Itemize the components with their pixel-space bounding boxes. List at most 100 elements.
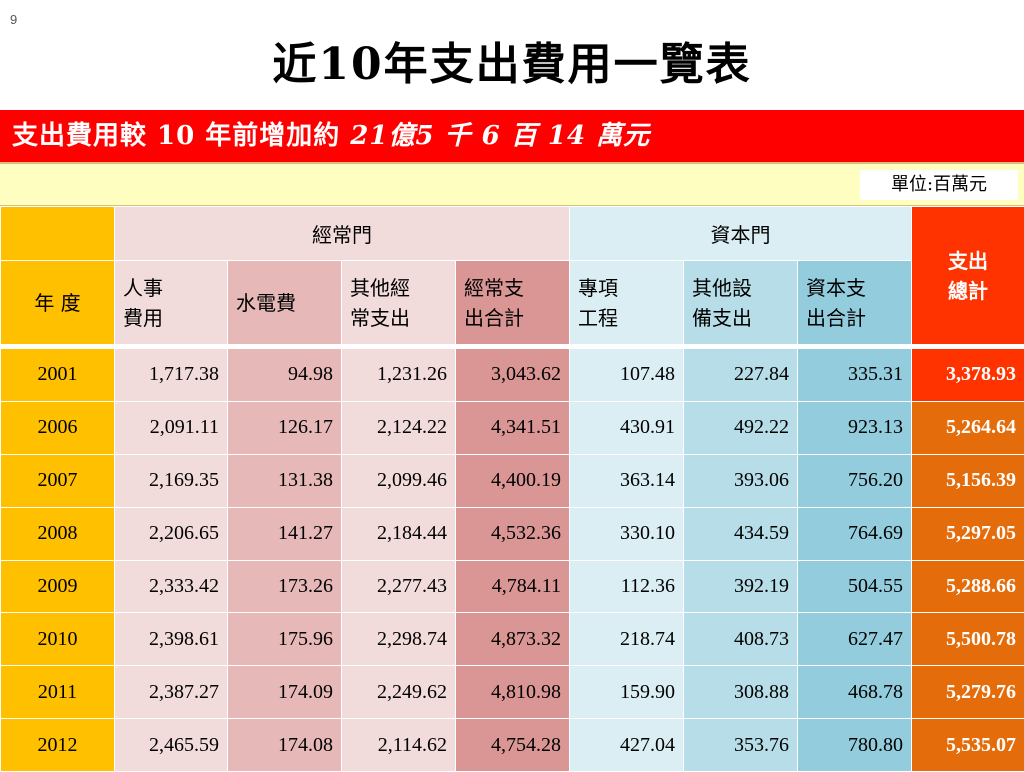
value-cell: 2,169.35 [115, 454, 228, 507]
value-cell: 2,091.11 [115, 401, 228, 454]
value-cell: 353.76 [684, 719, 798, 772]
year-cell: 2012 [1, 719, 115, 772]
value-cell: 2,099.46 [342, 454, 456, 507]
value-cell: 363.14 [570, 454, 684, 507]
value-cell: 107.48 [570, 349, 684, 402]
value-cell: 2,387.27 [115, 666, 228, 719]
total-cell: 5,279.76 [912, 666, 1024, 719]
value-cell: 3,043.62 [456, 349, 570, 402]
value-cell: 218.74 [570, 613, 684, 666]
year-cell: 2001 [1, 349, 115, 402]
value-cell: 131.38 [228, 454, 342, 507]
value-cell: 126.17 [228, 401, 342, 454]
value-cell: 335.31 [798, 349, 912, 402]
value-cell: 4,532.36 [456, 507, 570, 560]
column-header: 其他經 常支出 [342, 261, 456, 345]
value-cell: 492.22 [684, 401, 798, 454]
total-cell: 5,288.66 [912, 560, 1024, 613]
value-cell: 4,754.28 [456, 719, 570, 772]
value-cell: 94.98 [228, 349, 342, 402]
value-cell: 504.55 [798, 560, 912, 613]
value-cell: 4,873.32 [456, 613, 570, 666]
value-cell: 175.96 [228, 613, 342, 666]
column-header: 資本支 出合計 [798, 261, 912, 345]
value-cell: 174.08 [228, 719, 342, 772]
value-cell: 4,784.11 [456, 560, 570, 613]
value-cell: 4,810.98 [456, 666, 570, 719]
page-title: 近10年支出費用一覽表 [0, 28, 1024, 92]
column-header: 水電費 [228, 261, 342, 345]
value-cell: 393.06 [684, 454, 798, 507]
value-cell: 780.80 [798, 719, 912, 772]
value-cell: 174.09 [228, 666, 342, 719]
year-header: 年 度 [1, 261, 115, 345]
year-group-cell [1, 207, 115, 261]
value-cell: 434.59 [684, 507, 798, 560]
banner-amount: 21億5 千 6 百 14 萬元 [350, 121, 650, 151]
value-cell: 764.69 [798, 507, 912, 560]
total-cell: 5,264.64 [912, 401, 1024, 454]
value-cell: 173.26 [228, 560, 342, 613]
unit-label: 單位:百萬元 [860, 170, 1018, 200]
value-cell: 2,465.59 [115, 719, 228, 772]
value-cell: 1,717.38 [115, 349, 228, 402]
expense-table: 經常門 資本門 支出 總計 年 度 人事 費用水電費其他經 常支出經常支 出合計… [0, 206, 1024, 772]
total-cell: 5,156.39 [912, 454, 1024, 507]
year-cell: 2006 [1, 401, 115, 454]
capital-group-header: 資本門 [570, 207, 912, 261]
value-cell: 4,400.19 [456, 454, 570, 507]
value-cell: 2,184.44 [342, 507, 456, 560]
value-cell: 427.04 [570, 719, 684, 772]
unit-row: 單位:百萬元 [0, 162, 1024, 206]
value-cell: 392.19 [684, 560, 798, 613]
year-cell: 2010 [1, 613, 115, 666]
value-cell: 1,231.26 [342, 349, 456, 402]
value-cell: 627.47 [798, 613, 912, 666]
value-cell: 2,277.43 [342, 560, 456, 613]
column-header: 專項 工程 [570, 261, 684, 345]
value-cell: 159.90 [570, 666, 684, 719]
value-cell: 468.78 [798, 666, 912, 719]
value-cell: 227.84 [684, 349, 798, 402]
operating-group-header: 經常門 [115, 207, 570, 261]
year-cell: 2007 [1, 454, 115, 507]
value-cell: 112.36 [570, 560, 684, 613]
value-cell: 923.13 [798, 401, 912, 454]
column-header: 經常支 出合計 [456, 261, 570, 345]
value-cell: 141.27 [228, 507, 342, 560]
year-cell: 2009 [1, 560, 115, 613]
total-cell: 5,500.78 [912, 613, 1024, 666]
column-header: 其他設 備支出 [684, 261, 798, 345]
year-cell: 2011 [1, 666, 115, 719]
year-cell: 2008 [1, 507, 115, 560]
summary-banner: 支出費用較 10 年前增加約 21億5 千 6 百 14 萬元 [0, 110, 1024, 162]
value-cell: 2,249.62 [342, 666, 456, 719]
value-cell: 2,333.42 [115, 560, 228, 613]
value-cell: 2,298.74 [342, 613, 456, 666]
value-cell: 408.73 [684, 613, 798, 666]
value-cell: 430.91 [570, 401, 684, 454]
value-cell: 308.88 [684, 666, 798, 719]
value-cell: 330.10 [570, 507, 684, 560]
total-cell: 5,297.05 [912, 507, 1024, 560]
value-cell: 2,114.62 [342, 719, 456, 772]
group-header-row: 經常門 資本門 支出 總計 [1, 207, 1024, 261]
value-cell: 2,124.22 [342, 401, 456, 454]
column-header: 人事 費用 [115, 261, 228, 345]
sub-header-row: 年 度 人事 費用水電費其他經 常支出經常支 出合計專項 工程其他設 備支出資本… [1, 261, 1024, 345]
value-cell: 2,206.65 [115, 507, 228, 560]
total-cell: 3,378.93 [912, 349, 1024, 402]
value-cell: 4,341.51 [456, 401, 570, 454]
total-cell: 5,535.07 [912, 719, 1024, 772]
value-cell: 756.20 [798, 454, 912, 507]
slide-number: 9 [10, 12, 17, 27]
banner-prefix: 支出費用較 10 年前增加約 [12, 121, 340, 151]
